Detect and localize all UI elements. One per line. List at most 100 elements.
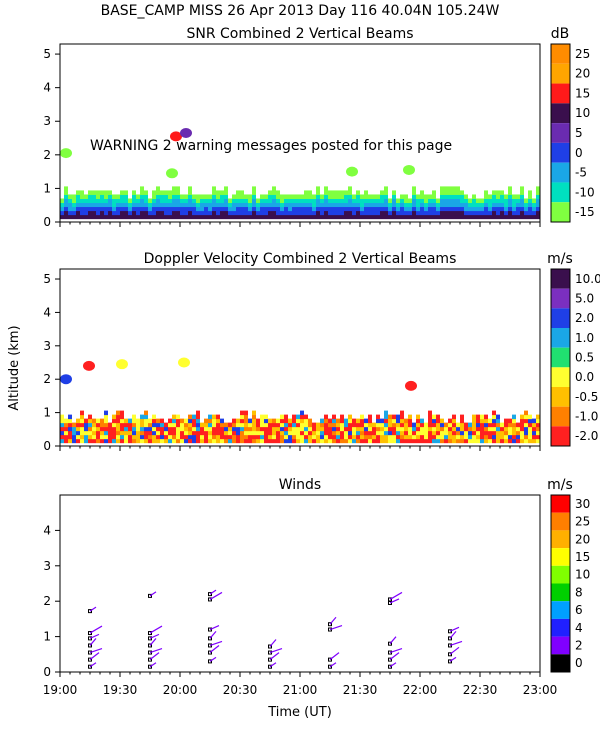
heatmap-cell xyxy=(100,202,104,208)
heatmap-cell xyxy=(532,198,536,204)
wind-station-mark xyxy=(328,657,332,662)
heatmap-cell xyxy=(224,422,228,428)
heatmap-cell xyxy=(400,414,404,420)
heatmap-cell xyxy=(392,430,396,436)
heatmap-cell xyxy=(288,426,292,432)
heatmap-cell xyxy=(268,422,272,428)
heatmap-cell xyxy=(112,434,116,440)
heatmap-cell xyxy=(476,426,480,432)
heatmap-cell xyxy=(372,194,376,199)
heatmap-cell xyxy=(448,206,452,212)
heatmap-cell xyxy=(136,422,140,428)
heatmap-cell xyxy=(204,210,208,216)
heatmap-cell xyxy=(96,434,100,440)
heatmap-cell xyxy=(348,438,352,444)
heatmap-cell xyxy=(348,418,352,424)
heatmap-cell xyxy=(428,410,432,416)
heatmap-cell xyxy=(252,426,256,432)
heatmap-cell xyxy=(212,198,216,204)
heatmap-cell xyxy=(504,194,508,199)
heatmap-cell xyxy=(64,198,68,204)
heatmap-cell xyxy=(176,426,180,432)
heatmap-cell xyxy=(440,194,444,199)
heatmap-cell xyxy=(324,202,328,208)
wind-station-mark xyxy=(88,643,92,648)
heatmap-cell xyxy=(532,438,536,444)
heatmap-cell xyxy=(492,434,496,440)
heatmap-cell xyxy=(316,206,320,212)
heatmap-cell xyxy=(388,418,392,424)
heatmap-cell xyxy=(108,214,112,220)
heatmap-cell xyxy=(108,194,112,199)
heatmap-cell xyxy=(344,214,348,220)
heatmap-cell xyxy=(312,198,316,204)
heatmap-cell xyxy=(444,206,448,212)
colorbar-unit-doppler: m/s xyxy=(547,251,573,267)
heatmap-cell xyxy=(124,438,128,444)
heatmap-cell xyxy=(260,194,264,199)
heatmap-cell xyxy=(472,434,476,440)
heatmap-cell xyxy=(440,422,444,428)
heatmap-cell xyxy=(408,214,412,220)
heatmap-cell xyxy=(84,422,88,428)
heatmap-cell xyxy=(396,414,400,420)
heatmap-cell xyxy=(456,190,460,195)
heatmap-cell xyxy=(392,194,396,199)
wind-station-mark xyxy=(88,636,92,641)
heatmap-cell xyxy=(168,426,172,432)
heatmap-cell xyxy=(128,214,132,220)
heatmap-cell xyxy=(360,418,364,424)
heatmap-cell xyxy=(120,438,124,444)
heatmap-cell xyxy=(488,426,492,432)
heatmap-cell xyxy=(204,198,208,204)
heatmap-cell xyxy=(84,434,88,440)
heatmap-cell xyxy=(116,430,120,436)
heatmap-cell xyxy=(132,414,136,420)
y-tick-label: 2 xyxy=(43,148,51,162)
heatmap-cell xyxy=(384,438,388,444)
heatmap-cell xyxy=(504,202,508,208)
heatmap-cell xyxy=(140,434,144,440)
heatmap-cell xyxy=(476,210,480,216)
heatmap-cell xyxy=(96,194,100,199)
heatmap-cell xyxy=(96,190,100,195)
heatmap-cell xyxy=(404,422,408,428)
heatmap-cell xyxy=(212,202,216,208)
heatmap-cell xyxy=(304,210,308,216)
plot-area-winds xyxy=(88,589,463,669)
heatmap-cell xyxy=(384,194,388,199)
heatmap-cell xyxy=(520,422,524,428)
heatmap-cell xyxy=(212,190,216,195)
heatmap-cell xyxy=(168,422,172,428)
heatmap-cell xyxy=(264,210,268,216)
heatmap-cell xyxy=(456,438,460,444)
heatmap-cell xyxy=(288,202,292,208)
heatmap-cell xyxy=(464,210,468,216)
heatmap-cell xyxy=(132,438,136,444)
heatmap-cell xyxy=(196,430,200,436)
heatmap-cell xyxy=(296,210,300,216)
heatmap-cell xyxy=(64,434,68,440)
heatmap-cell xyxy=(372,202,376,208)
heatmap-cell xyxy=(416,210,420,216)
heatmap-cell xyxy=(92,190,96,195)
heatmap-cell xyxy=(108,202,112,208)
heatmap-cell xyxy=(460,422,464,428)
heatmap-cell xyxy=(448,198,452,204)
wind-barb xyxy=(149,625,163,634)
heatmap-cell xyxy=(308,202,312,208)
heatmap-cell xyxy=(452,198,456,204)
heatmap-cell xyxy=(460,434,464,440)
heatmap-cell xyxy=(112,422,116,428)
heatmap-cell xyxy=(408,418,412,424)
heatmap-cell xyxy=(332,414,336,420)
heatmap-cell xyxy=(196,414,200,420)
heatmap-cell xyxy=(384,422,388,428)
heatmap-cell xyxy=(436,214,440,220)
heatmap-cell xyxy=(484,438,488,444)
heatmap-cell xyxy=(164,438,168,444)
heatmap-cell xyxy=(492,214,496,220)
heatmap-cell xyxy=(300,434,304,440)
heatmap-cell xyxy=(276,206,280,212)
heatmap-cell xyxy=(456,422,460,428)
